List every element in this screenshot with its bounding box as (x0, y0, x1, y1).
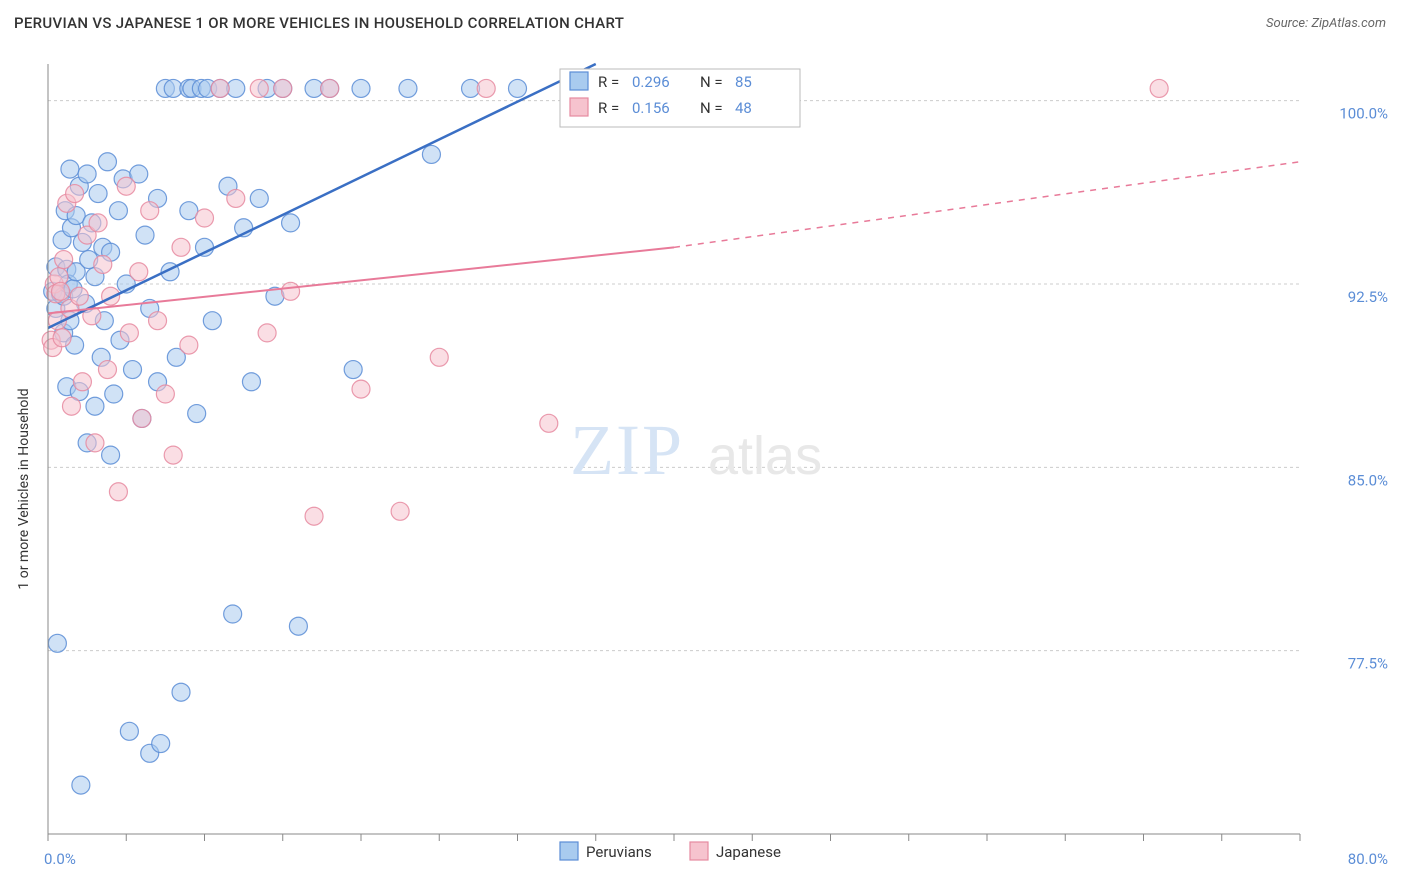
watermark-text: ZIP (570, 410, 684, 490)
scatter-point (250, 79, 268, 97)
scatter-point (102, 287, 120, 305)
scatter-point (509, 79, 527, 97)
scatter-point (70, 287, 88, 305)
scatter-point (477, 79, 495, 97)
scatter-point (120, 324, 138, 342)
legend-box (560, 69, 800, 127)
scatter-point (282, 214, 300, 232)
scatter-point (321, 79, 339, 97)
scatter-point (305, 507, 323, 525)
scatter-point (61, 160, 79, 178)
legend-n-value: 85 (735, 73, 752, 91)
scatter-point (120, 722, 138, 740)
scatter-point (124, 361, 142, 379)
scatter-point (188, 405, 206, 423)
y-tick-label: 92.5% (1348, 288, 1388, 306)
legend-r-label: R = (598, 73, 619, 91)
scatter-point (282, 282, 300, 300)
scatter-point (1150, 79, 1168, 97)
scatter-point (48, 634, 66, 652)
trend-line-blue (48, 64, 596, 328)
scatter-point (180, 336, 198, 354)
scatter-point (149, 312, 167, 330)
scatter-point (430, 348, 448, 366)
y-tick-label: 77.5% (1348, 655, 1388, 673)
scatter-point (102, 446, 120, 464)
x-axis-start-label: 0.0% (44, 850, 76, 868)
legend-bottom-swatch (560, 842, 578, 860)
scatter-point (117, 177, 135, 195)
legend-n-value: 48 (735, 99, 752, 117)
legend-bottom-swatch (690, 842, 708, 860)
scatter-point (289, 617, 307, 635)
correlation-scatter-chart: 77.5% 85.0% 92.5% 100.0% ZIP atlas 0.0% 80.0% 1 … (0, 44, 1406, 892)
legend-swatch (570, 72, 588, 90)
scatter-point (66, 185, 84, 203)
legend-n-label: N = (700, 73, 723, 91)
x-axis-end-label: 80.0% (1348, 850, 1388, 868)
scatter-point (344, 361, 362, 379)
scatter-point (352, 79, 370, 97)
scatter-point (130, 263, 148, 281)
scatter-point (540, 414, 558, 432)
scatter-point (98, 153, 116, 171)
scatter-point (73, 373, 91, 391)
scatter-point (422, 145, 440, 163)
scatter-point (109, 202, 127, 220)
scatter-point (196, 209, 214, 227)
scatter-point (78, 165, 96, 183)
legend-bottom-label: Peruvians (586, 843, 652, 861)
scatter-point (250, 189, 268, 207)
scatter-point (274, 79, 292, 97)
scatter-point (227, 189, 245, 207)
scatter-point (53, 329, 71, 347)
source-prefix: Source: (1266, 16, 1311, 31)
watermark-text: atlas (708, 426, 822, 486)
chart-source: Source: ZipAtlas.com (1266, 16, 1386, 31)
trend-line-pink-dashed (674, 162, 1300, 248)
source-name: ZipAtlas.com (1311, 16, 1386, 31)
scatter-point (72, 776, 90, 794)
scatter-point (141, 202, 159, 220)
chart-header: PERUVIAN VS JAPANESE 1 OR MORE VEHICLES … (0, 0, 1406, 42)
scatter-point (52, 282, 70, 300)
scatter-point (172, 238, 190, 256)
legend-r-value: 0.296 (632, 73, 670, 91)
scatter-point (105, 385, 123, 403)
scatter-point (86, 434, 104, 452)
scatter-point (136, 226, 154, 244)
scatter-point (164, 446, 182, 464)
scatter-point (98, 361, 116, 379)
legend-r-label: R = (598, 99, 619, 117)
legend-swatch (570, 98, 588, 116)
scatter-point (224, 605, 242, 623)
y-tick-label: 85.0% (1348, 471, 1388, 489)
scatter-point (391, 502, 409, 520)
chart-svg: 77.5% 85.0% 92.5% 100.0% ZIP atlas 0.0% 80.0% 1 … (0, 44, 1406, 892)
legend-r-value: 0.156 (632, 99, 670, 117)
scatter-point (152, 735, 170, 753)
scatter-point (89, 185, 107, 203)
scatter-point (242, 373, 260, 391)
legend-n-label: N = (700, 99, 723, 117)
scatter-point (89, 214, 107, 232)
scatter-point (94, 255, 112, 273)
scatter-point (172, 683, 190, 701)
scatter-point (133, 409, 151, 427)
scatter-point (352, 380, 370, 398)
scatter-point (211, 79, 229, 97)
scatter-point (62, 397, 80, 415)
scatter-point (203, 312, 221, 330)
y-tick-label: 100.0% (1339, 105, 1388, 123)
y-axis-label: 1 or more Vehicles in Household (16, 388, 32, 589)
scatter-point (109, 483, 127, 501)
scatter-point (86, 397, 104, 415)
chart-title: PERUVIAN VS JAPANESE 1 OR MORE VEHICLES … (14, 14, 624, 32)
scatter-point (399, 79, 417, 97)
legend-bottom-label: Japanese (716, 843, 781, 861)
scatter-point (258, 324, 276, 342)
scatter-point (55, 251, 73, 269)
scatter-point (156, 385, 174, 403)
